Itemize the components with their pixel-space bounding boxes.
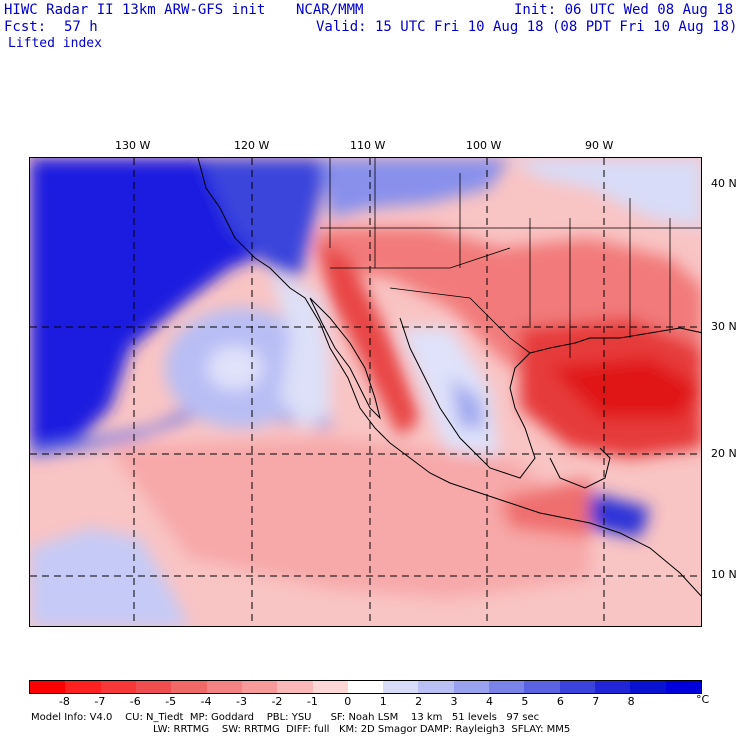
colorbar-tick-label: 3 (450, 695, 458, 708)
mexico-south-coast-red (500, 478, 590, 538)
colorbar-swatch (171, 681, 207, 693)
lon-label-130w: 130 W (115, 139, 151, 152)
colorbar-tick-label: -3 (236, 695, 247, 708)
pacific-stable-region (30, 158, 295, 458)
colorbar-swatch (100, 681, 136, 693)
field-shading (30, 158, 701, 626)
tropical-pacific-light (30, 528, 189, 626)
mexican-plateau (400, 328, 500, 478)
colorbar-swatch (630, 681, 666, 693)
lat-label-10n: 10 N (711, 568, 737, 581)
forecast-hour: 57 h (64, 19, 98, 35)
colorbar-tick-label: 4 (485, 695, 493, 708)
model-info-line1: Model Info: V4.0 CU: N_Tiedt MP: Goddard… (31, 712, 540, 723)
colorbar-swatch (418, 681, 454, 693)
colorbar-swatch (347, 681, 384, 693)
plateau-blue-spot (450, 378, 485, 428)
colorbar-swatch (206, 681, 242, 693)
colorbar-tick-label: -2 (271, 695, 283, 708)
colorbar-swatch (383, 681, 419, 693)
colorbar-tick-label: 7 (592, 695, 600, 708)
northern-rockies-blue (320, 158, 510, 218)
valid-time: Valid: 15 UTC Fri 10 Aug 18 (08 PDT Fri … (316, 19, 738, 35)
colorbar-swatch (524, 681, 560, 693)
colorbar-tick-label: 8 (627, 695, 635, 708)
pnw-blue-region (200, 158, 330, 278)
lat-label-30n: 30 N (711, 320, 737, 333)
colorbar-tick-label: -5 (165, 695, 177, 708)
lat-lon-grid (30, 158, 701, 626)
great-lakes-light (510, 158, 701, 228)
lifted-index-map (29, 157, 702, 627)
lat-label-20n: 20 N (711, 447, 737, 460)
colorbar-unit: °C (696, 693, 710, 706)
colorbar-swatch (453, 681, 490, 693)
init-time: Init: 06 UTC Wed 08 Aug 18 (514, 2, 734, 18)
colorbar-swatch (277, 681, 313, 693)
colorbar-swatch (65, 681, 101, 693)
lon-label-100w: 100 W (466, 139, 502, 152)
colorbar-swatch (665, 681, 701, 693)
colorbar-tick-label: -6 (129, 695, 141, 708)
model-info-line2: LW: RRTMG SW: RRTMG DIFF: full KM: 2D Sm… (153, 724, 571, 735)
colorbar-tick-label: 0 (344, 695, 352, 708)
organization: NCAR/MMM (296, 2, 364, 18)
colorbar-swatch (135, 681, 172, 693)
lat-label-40n: 40 N (711, 177, 737, 190)
lon-label-110w: 110 W (350, 139, 386, 152)
colorbar-tick-label: -8 (58, 695, 70, 708)
colorbar-swatch (559, 681, 595, 693)
gulf-core (550, 358, 700, 418)
colorbar (29, 680, 702, 694)
baja-unstable-strip (315, 238, 420, 438)
tropical-pink-band (110, 438, 590, 598)
colorbar-swatch (312, 681, 348, 693)
colorbar-tick-label: 6 (556, 695, 564, 708)
swirl-center (207, 346, 263, 390)
colorbar-tick-label: 5 (521, 695, 529, 708)
state-borders (320, 158, 701, 358)
forecast-label: Fcst: (4, 19, 47, 35)
colorbar-swatch (595, 681, 631, 693)
colorbar-tick-label: 1 (379, 695, 387, 708)
lon-label-90w: 90 W (585, 139, 614, 152)
colorbar-tick-label: -1 (306, 695, 318, 708)
model-title: HIWC Radar II 13km ARW-GFS init (4, 2, 266, 18)
colorbar-tick-label: -7 (94, 695, 106, 708)
map-canvas (30, 158, 701, 626)
colorbar-tick-label: 2 (415, 695, 423, 708)
colorbar-swatch (241, 681, 278, 693)
field-name: Lifted index (8, 36, 102, 51)
coastlines (197, 158, 701, 597)
colorbar-swatch (30, 681, 66, 693)
colorbar-tick-label: -4 (200, 695, 212, 708)
lon-label-120w: 120 W (234, 139, 270, 152)
colorbar-swatch (489, 681, 525, 693)
